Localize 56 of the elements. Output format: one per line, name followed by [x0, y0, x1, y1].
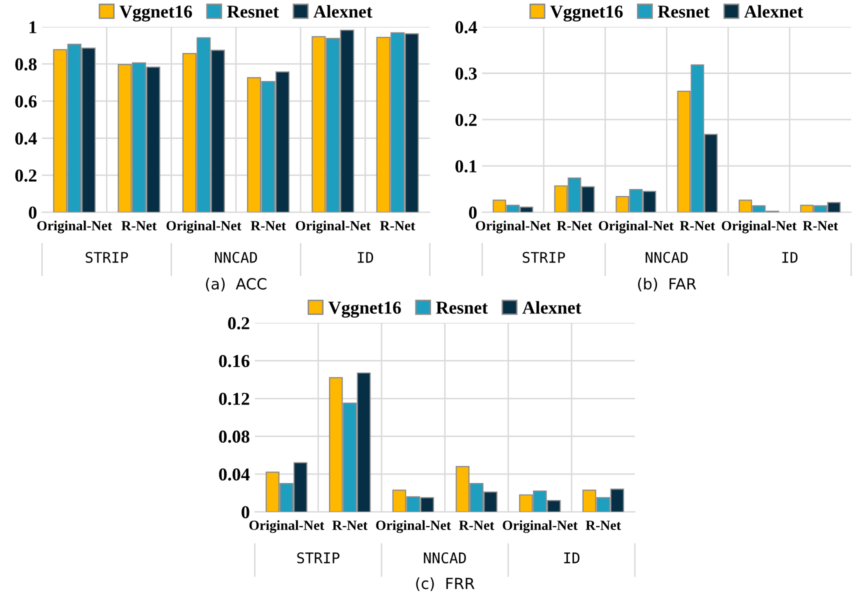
x-tick-label: Original-Net — [376, 520, 451, 533]
y-tick-label: 0.6 — [15, 95, 37, 108]
text: NNCAD — [646, 252, 688, 263]
y-tick-label: 0 — [242, 506, 250, 518]
x-tick-label: Original-Net — [476, 220, 551, 234]
legend-label: Vggnet16 — [328, 302, 401, 318]
y-tick-label: 0.1 — [455, 160, 476, 172]
x-tick-label: R-Net — [586, 520, 621, 530]
legend-label: Vggnet16 — [120, 6, 192, 22]
x-tick-label: Original-Net — [502, 520, 578, 533]
legend-label: Resnet — [658, 6, 710, 18]
x-tick-label: R-Net — [121, 221, 157, 230]
y-tick-label: 0.2 — [15, 169, 36, 182]
y-tick-label: 0.2 — [228, 317, 250, 330]
x-tick-label: R-Net — [380, 221, 416, 230]
x-tick-label: R-Net — [332, 520, 368, 530]
x-tick-label: Original-Net — [722, 220, 797, 234]
x-tick-label: Original-Net — [37, 220, 112, 234]
text: NNCAD — [424, 552, 466, 564]
x-tick-label: R-Net — [250, 221, 286, 230]
text: ID — [782, 252, 798, 263]
x-tick-label: Original-Net — [166, 220, 242, 234]
y-tick-label: 1 — [30, 21, 36, 34]
y-tick-label: 0.4 — [15, 132, 37, 145]
legend-label: Resnet — [436, 302, 488, 314]
y-tick-label: 0.16 — [219, 354, 250, 368]
legend-label: Vggnet16 — [550, 6, 623, 22]
x-tick-label: R-Net — [556, 221, 592, 230]
x-tick-label: R-Net — [680, 221, 716, 230]
legend-label: Alexnet — [313, 5, 372, 18]
text: ID — [564, 552, 580, 564]
x-axis-title: (b) FAR — [638, 278, 696, 292]
x-tick-label: R-Net — [459, 520, 494, 530]
text: STRIP — [297, 552, 340, 564]
text: NNCAD — [214, 252, 257, 263]
legend-label: Alexnet — [744, 5, 804, 18]
x-axis-title: (c) FRR — [416, 577, 474, 591]
y-tick-label: 0.3 — [455, 68, 477, 80]
x-tick-label: Original-Net — [249, 520, 324, 533]
y-tick-label: 0 — [28, 206, 36, 219]
x-tick-label: Original-Net — [296, 220, 371, 234]
text: STRIP — [86, 252, 128, 263]
x-tick-label: Original-Net — [598, 220, 674, 234]
y-tick-label: 0.12 — [219, 392, 250, 406]
text: STRIP — [522, 252, 565, 263]
x-axis-title: (a) ACC — [206, 278, 266, 292]
x-tick-label: R-Net — [802, 221, 838, 230]
y-tick-label: 0.4 — [455, 21, 477, 34]
y-tick-label: 0.8 — [15, 58, 37, 71]
text: ID — [358, 252, 374, 263]
legend-label: Resnet — [227, 6, 279, 18]
legend-label: Alexnet — [522, 301, 582, 314]
y-tick-label: 0.08 — [219, 430, 250, 443]
y-tick-label: 0.04 — [219, 468, 250, 481]
y-tick-label: 0 — [468, 206, 477, 219]
y-tick-label: 0.2 — [455, 114, 477, 126]
